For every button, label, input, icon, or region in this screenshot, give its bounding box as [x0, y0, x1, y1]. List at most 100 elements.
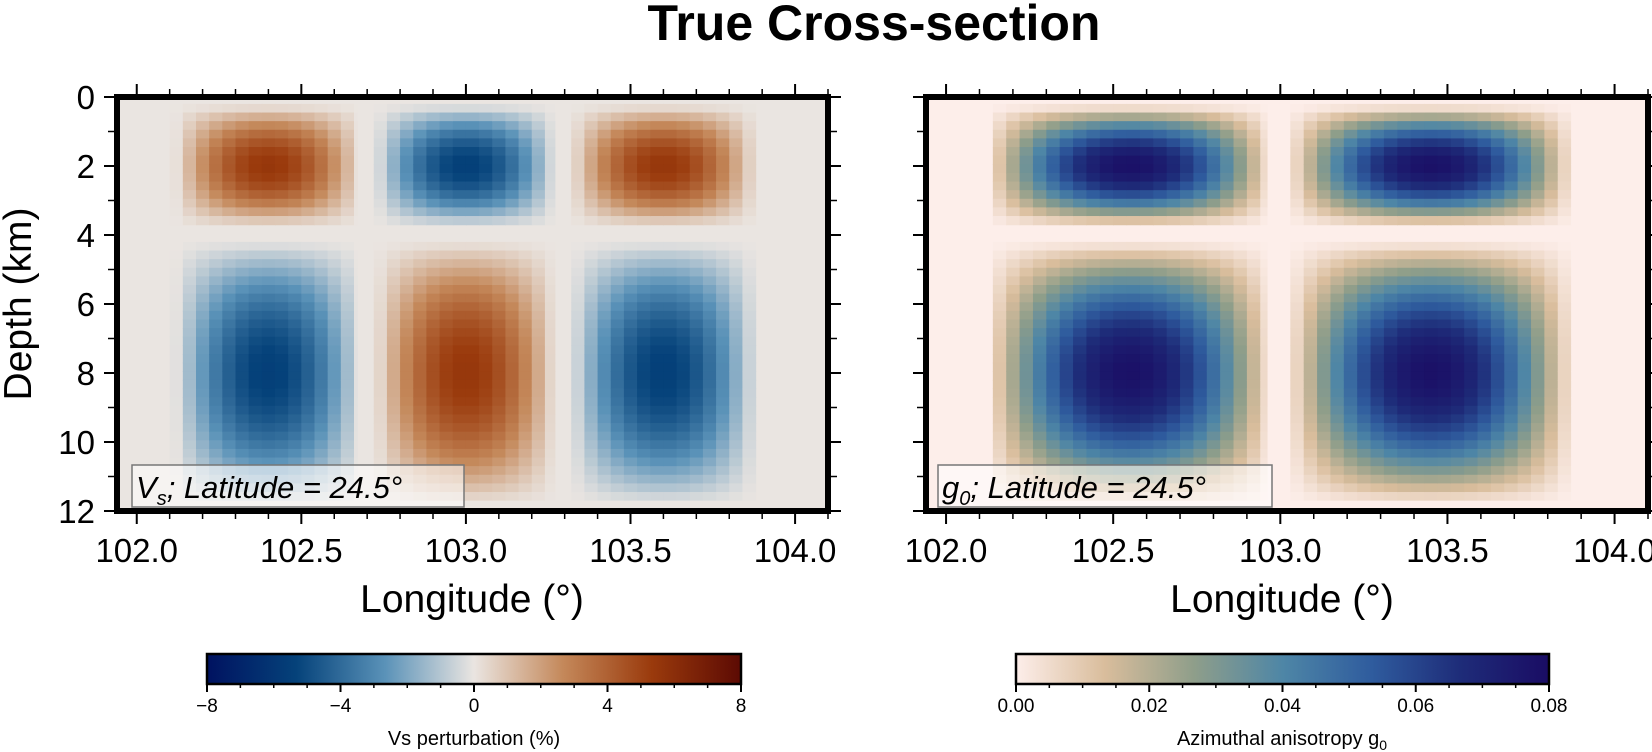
heatmap-cell [623, 147, 638, 157]
heatmap-cell [623, 362, 638, 372]
heatmap-cell [327, 121, 342, 131]
heatmap-cell [373, 250, 388, 260]
heatmap-cell [413, 405, 428, 415]
heatmap-cell [571, 483, 586, 493]
heatmap-cell [1246, 319, 1261, 329]
heatmap-cell [1260, 129, 1268, 139]
heatmap-cell [663, 259, 678, 269]
heatmap-cell [1330, 207, 1345, 217]
heatmap-cell [248, 112, 263, 122]
heatmap-cell [1086, 190, 1101, 200]
heatmap-cell [1006, 328, 1021, 338]
heatmap-cell [1126, 259, 1141, 269]
heatmap-cell [505, 138, 520, 148]
heatmap-cell [1383, 207, 1398, 217]
heatmap-cell [729, 172, 744, 183]
heatmap-cell [1233, 241, 1248, 252]
heatmap-cell [1424, 293, 1439, 303]
heatmap-cell [261, 112, 276, 122]
heatmap-cell [373, 397, 388, 407]
heatmap-cell [1193, 147, 1208, 157]
heatmap-cell [1006, 431, 1021, 441]
heatmap-cell [1290, 190, 1305, 200]
heatmap-cell [1006, 414, 1021, 424]
heatmap-cell [1557, 405, 1572, 415]
heatmap-cell [1437, 241, 1452, 252]
heatmap-cell [386, 414, 401, 424]
heatmap-cell [1086, 172, 1101, 183]
heatmap-cell [1450, 328, 1465, 338]
heatmap-cell [1571, 440, 1576, 450]
heatmap-cell [1193, 362, 1208, 372]
heatmap-cell [301, 440, 316, 450]
heatmap-cell [1126, 250, 1141, 260]
heatmap-cell [1233, 345, 1248, 355]
heatmap-cell [465, 466, 480, 476]
heatmap-cell [492, 448, 507, 459]
heatmap-cell [623, 492, 638, 502]
heatmap-cell [327, 181, 342, 191]
heatmap-cell [452, 319, 467, 329]
heatmap-cell [196, 457, 210, 467]
heatmap-cell [1006, 448, 1021, 459]
heatmap-cell [275, 354, 289, 364]
heatmap-cell [742, 103, 757, 114]
heatmap-cell [1233, 147, 1248, 157]
heatmap-cell [1531, 457, 1545, 467]
heatmap-cell [1303, 345, 1318, 355]
heatmap-cell [261, 440, 276, 450]
heatmap-cell [452, 216, 467, 226]
heatmap-cell [571, 129, 586, 139]
heatmap-cell [1166, 285, 1181, 295]
heatmap-cell [531, 310, 546, 321]
heatmap-cell [1260, 285, 1268, 295]
heatmap-cell [584, 147, 599, 157]
heatmap-cell [623, 379, 638, 390]
heatmap-cell [1006, 319, 1021, 329]
heatmap-cell [663, 431, 678, 441]
heatmap-cell [1317, 379, 1332, 390]
heatmap-cell [1153, 112, 1168, 122]
heatmap-cell [452, 267, 467, 277]
heatmap-cell [637, 388, 651, 398]
heatmap-cell [544, 371, 556, 381]
heatmap-cell [1490, 466, 1505, 476]
heatmap-cell [340, 181, 355, 191]
heatmap-cell [1220, 172, 1235, 183]
heatmap-cell [531, 259, 546, 269]
heatmap-cell [1086, 207, 1101, 217]
heatmap-cell [1424, 354, 1439, 364]
heatmap-cell [597, 388, 612, 398]
heatmap-cell [1544, 138, 1559, 148]
heatmap-cell [1153, 354, 1168, 364]
heatmap-cell [373, 172, 388, 183]
heatmap-cell [597, 138, 612, 148]
heatmap-cell [584, 259, 599, 269]
heatmap-cell [1330, 474, 1345, 484]
heatmap-cell [1531, 423, 1545, 433]
heatmap-cell [1343, 285, 1358, 295]
heatmap-cell [413, 216, 428, 226]
heatmap-cell [169, 440, 184, 450]
heatmap-cell [1477, 414, 1492, 424]
heatmap-cell [465, 345, 480, 355]
heatmap-cell [400, 138, 414, 148]
heatmap-cell [1206, 405, 1221, 415]
heatmap-cell [1166, 302, 1181, 312]
heatmap-cell [1032, 379, 1047, 390]
heatmap-cell [1086, 302, 1101, 312]
heatmap-cell [1233, 397, 1248, 407]
heatmap-cell [505, 259, 520, 269]
heatmap-cell [1383, 181, 1398, 191]
heatmap-cell [1557, 207, 1572, 217]
heatmap-cell [702, 423, 717, 433]
heatmap-cell [327, 371, 342, 381]
heatmap-cell [248, 362, 263, 372]
heatmap-cell [518, 285, 533, 295]
heatmap-cell [314, 267, 329, 277]
heatmap-cell [1571, 448, 1576, 459]
heatmap-cell [1113, 285, 1128, 295]
heatmap-cell [1193, 276, 1208, 286]
heatmap-cell [386, 310, 401, 321]
heatmap-cell [1383, 198, 1398, 208]
